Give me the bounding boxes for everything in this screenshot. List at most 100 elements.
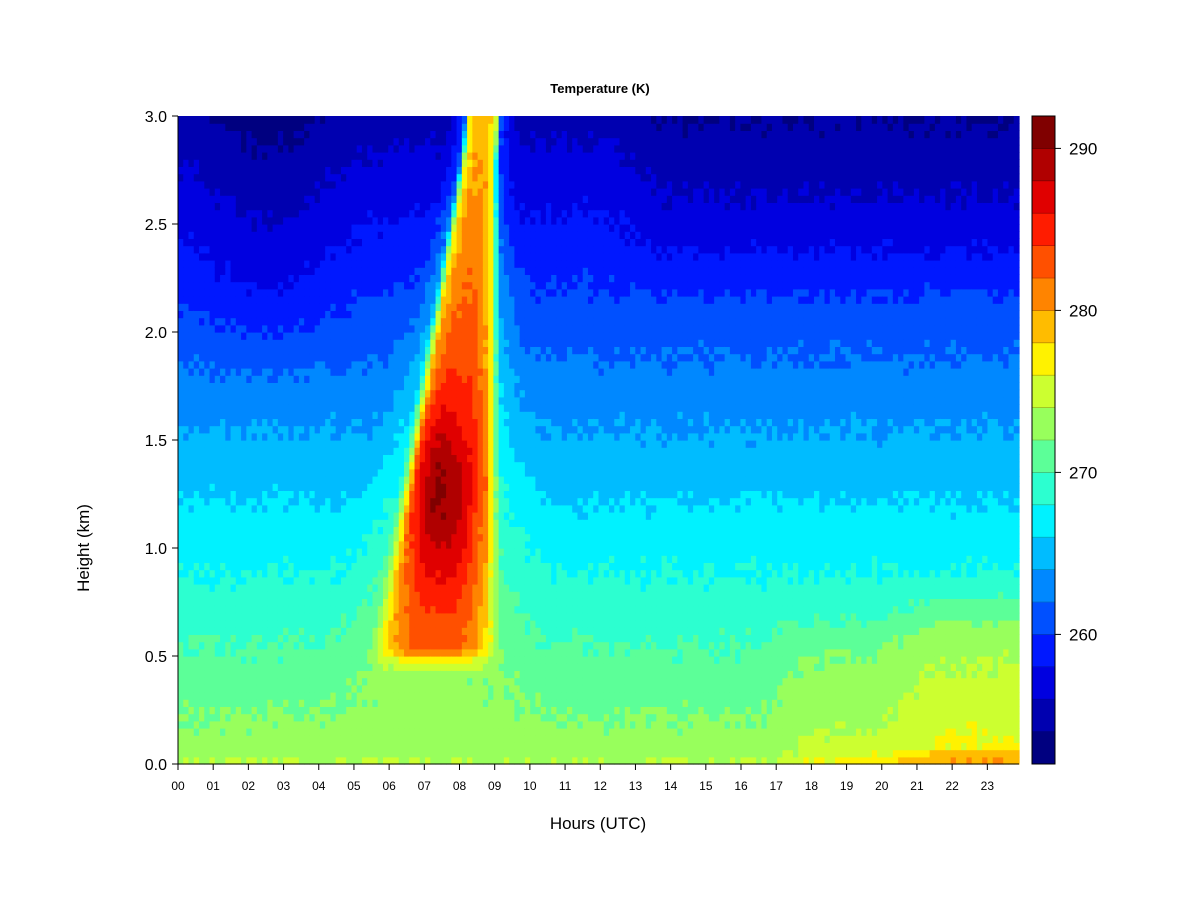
heatmap-cell [409,742,416,751]
heatmap-cell [235,432,242,441]
heatmap-cell [178,584,184,592]
heatmap-cell [440,605,447,614]
heatmap-cell [309,656,316,664]
heatmap-cell [330,159,337,167]
heatmap-cell [372,497,379,506]
heatmap-cell [319,252,326,261]
heatmap-cell [204,231,211,239]
heatmap-cell [435,368,442,376]
heatmap-cell [435,116,442,124]
heatmap-cell [204,389,211,398]
heatmap-cell [267,404,274,412]
heatmap-cell [456,425,463,434]
heatmap-cell [388,281,395,290]
heatmap-cell [398,418,405,427]
heatmap-cell [235,569,242,578]
heatmap-cell [456,411,463,419]
heatmap-cell [435,360,442,369]
heatmap-cell [435,641,442,650]
heatmap-cell [235,144,242,153]
heatmap-cell [340,267,347,275]
heatmap-cell [461,512,468,520]
heatmap-cell [456,346,463,355]
heatmap-cell [461,677,468,686]
heatmap-cell [346,512,353,520]
heatmap-cell [467,591,473,599]
heatmap-cell [430,180,437,189]
heatmap-cell [314,598,321,607]
heatmap-cell [209,526,216,535]
heatmap-cell [220,540,226,549]
heatmap-cell [435,692,442,700]
heatmap-cell [246,404,253,412]
heatmap-cell [340,728,347,736]
heatmap-cell [446,173,452,182]
heatmap-cell [241,634,247,643]
heatmap-cell [293,267,300,275]
heatmap-cell [425,389,431,398]
heatmap-cell [209,663,216,671]
heatmap-cell [272,483,279,491]
heatmap-cell [325,735,332,743]
heatmap-cell [199,274,205,283]
heatmap-cell [335,656,342,664]
heatmap-cell [293,332,300,340]
heatmap-cell [414,756,421,765]
heatmap-cell [288,166,295,175]
heatmap-cell [372,663,379,671]
heatmap-cell [440,584,447,592]
heatmap-cell [393,533,400,542]
heatmap-cell [298,612,305,621]
heatmap-cell [335,238,342,247]
heatmap-cell [193,533,200,542]
heatmap-cell [340,411,347,419]
heatmap-cell [419,490,426,499]
heatmap-cell [246,684,253,693]
heatmap-cell [388,677,395,686]
heatmap-cell [388,389,395,398]
heatmap-cell [314,699,321,707]
heatmap-cell [183,692,190,700]
heatmap-cell [304,576,311,585]
heatmap-cell [267,519,274,527]
heatmap-cell [309,634,316,643]
heatmap-cell [440,461,447,470]
heatmap-cell [251,216,258,225]
heatmap-cell [451,116,458,124]
heatmap-cell [204,332,211,340]
heatmap-cell [419,317,426,326]
heatmap-cell [314,116,321,124]
heatmap-cell [456,663,463,671]
heatmap-cell [183,699,190,707]
heatmap-cell [267,576,274,585]
heatmap-cell [446,620,452,628]
heatmap-cell [241,411,247,419]
heatmap-cell [335,317,342,326]
heatmap-cell [330,713,337,722]
heatmap-cell [241,245,247,254]
heatmap-cell [367,713,374,722]
heatmap-cell [404,555,410,563]
heatmap-cell [293,245,300,254]
heatmap-cell [251,483,258,491]
heatmap-cell [446,612,452,621]
heatmap-cell [414,209,421,218]
heatmap-cell [304,144,311,153]
heatmap-cell [199,483,205,491]
heatmap-cell [214,231,221,239]
heatmap-cell [346,288,353,297]
heatmap-cell [204,260,211,268]
heatmap-cell [298,569,305,578]
heatmap-cell [293,123,300,131]
heatmap-cell [372,728,379,736]
heatmap-cell [435,447,442,455]
heatmap-cell [241,324,247,333]
heatmap-cell [288,245,295,254]
heatmap-cell [340,159,347,167]
heatmap-cell [414,432,421,441]
heatmap-cell [335,245,342,254]
heatmap-cell [330,188,337,196]
heatmap-cell [220,180,226,189]
heatmap-cell [419,620,426,628]
heatmap-cell [235,656,242,664]
